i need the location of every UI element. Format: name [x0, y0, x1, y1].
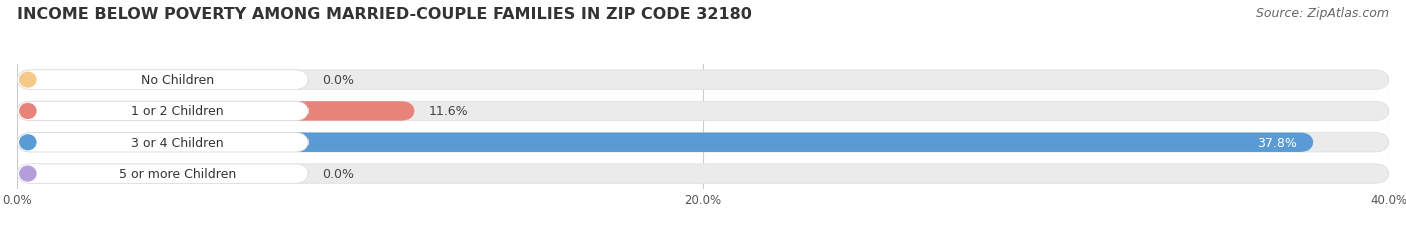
Text: 37.8%: 37.8% — [1257, 136, 1296, 149]
Circle shape — [20, 135, 37, 150]
FancyBboxPatch shape — [17, 164, 308, 183]
Text: 11.6%: 11.6% — [429, 105, 468, 118]
FancyBboxPatch shape — [17, 71, 1389, 90]
FancyBboxPatch shape — [17, 133, 308, 152]
Text: 5 or more Children: 5 or more Children — [118, 167, 236, 180]
Text: Source: ZipAtlas.com: Source: ZipAtlas.com — [1256, 7, 1389, 20]
Text: 0.0%: 0.0% — [322, 167, 354, 180]
FancyBboxPatch shape — [17, 133, 1389, 152]
FancyBboxPatch shape — [17, 102, 415, 121]
FancyBboxPatch shape — [17, 133, 1313, 152]
Text: 0.0%: 0.0% — [322, 74, 354, 87]
Circle shape — [20, 104, 37, 119]
FancyBboxPatch shape — [17, 164, 1389, 183]
Text: 1 or 2 Children: 1 or 2 Children — [131, 105, 224, 118]
Text: No Children: No Children — [141, 74, 214, 87]
FancyBboxPatch shape — [17, 102, 308, 121]
Circle shape — [20, 167, 37, 181]
FancyBboxPatch shape — [17, 71, 308, 90]
Circle shape — [20, 73, 37, 88]
FancyBboxPatch shape — [17, 102, 1389, 121]
Text: INCOME BELOW POVERTY AMONG MARRIED-COUPLE FAMILIES IN ZIP CODE 32180: INCOME BELOW POVERTY AMONG MARRIED-COUPL… — [17, 7, 752, 22]
Text: 3 or 4 Children: 3 or 4 Children — [131, 136, 224, 149]
